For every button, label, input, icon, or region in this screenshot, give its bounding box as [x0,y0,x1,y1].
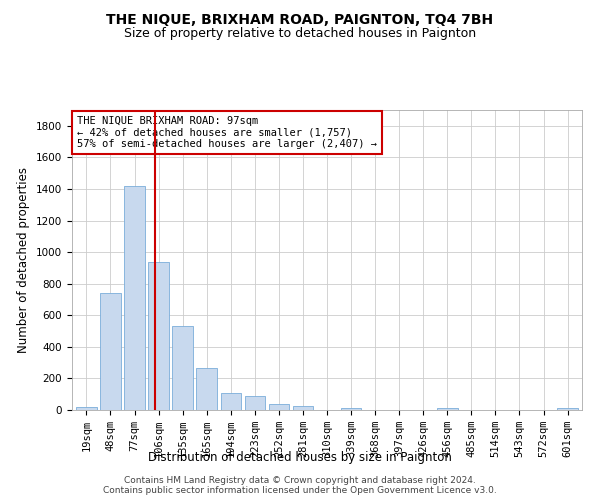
Text: Distribution of detached houses by size in Paignton: Distribution of detached houses by size … [148,451,452,464]
Bar [221,394,241,410]
Bar [557,408,578,410]
Bar [124,186,145,410]
Bar [293,406,313,410]
Text: Size of property relative to detached houses in Paignton: Size of property relative to detached ho… [124,28,476,40]
Bar [269,404,289,410]
Bar [341,408,361,410]
Bar [245,396,265,410]
Bar [148,262,169,410]
Y-axis label: Number of detached properties: Number of detached properties [17,167,31,353]
Bar [437,408,458,410]
Bar [100,293,121,410]
Text: THE NIQUE, BRIXHAM ROAD, PAIGNTON, TQ4 7BH: THE NIQUE, BRIXHAM ROAD, PAIGNTON, TQ4 7… [106,12,494,26]
Text: Contains HM Land Registry data © Crown copyright and database right 2024.
Contai: Contains HM Land Registry data © Crown c… [103,476,497,495]
Bar [76,406,97,410]
Bar [172,326,193,410]
Bar [196,368,217,410]
Text: THE NIQUE BRIXHAM ROAD: 97sqm
← 42% of detached houses are smaller (1,757)
57% o: THE NIQUE BRIXHAM ROAD: 97sqm ← 42% of d… [77,116,377,149]
